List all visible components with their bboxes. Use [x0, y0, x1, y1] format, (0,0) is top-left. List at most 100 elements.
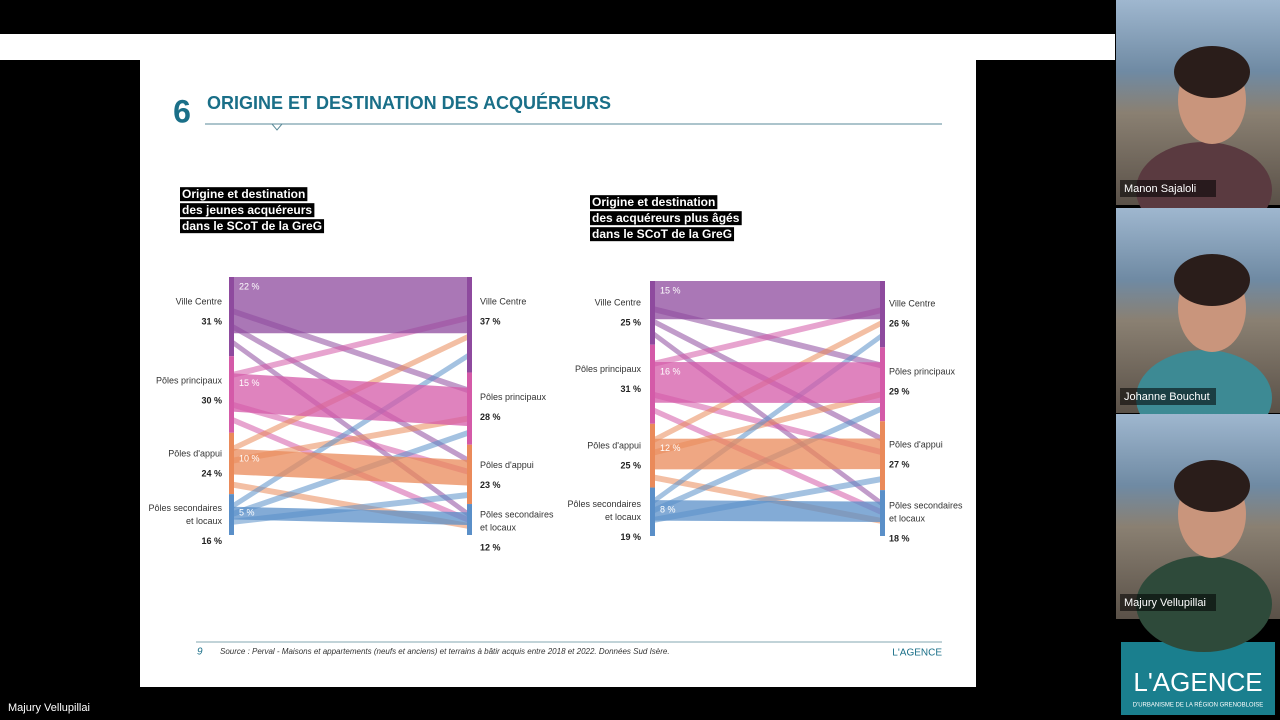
- node-label: Pôles secondaires: [480, 509, 554, 519]
- source: Source : Perval - Maisons et appartement…: [220, 647, 670, 656]
- stay-band: [234, 373, 467, 427]
- person-hair: [1174, 46, 1250, 98]
- node-bar: [467, 277, 472, 373]
- node-bar: [650, 344, 655, 424]
- sankey-title-bg: [590, 211, 742, 226]
- node-share: 23 %: [480, 480, 501, 490]
- node-label: Ville Centre: [595, 298, 641, 308]
- flow-band: [655, 307, 880, 367]
- sankey-title-bg: [180, 203, 315, 218]
- stay-label: 22 %: [239, 281, 260, 291]
- node-bar: [650, 423, 655, 488]
- name-bg: [1120, 594, 1216, 611]
- stay-band: [655, 281, 880, 320]
- sankey-title: Origine et destination: [182, 187, 305, 201]
- node-label: Ville Centre: [480, 296, 526, 306]
- node-share: 16 %: [201, 536, 222, 546]
- participant-name: Manon Sajaloli: [1124, 183, 1196, 195]
- stay-band: [234, 506, 467, 525]
- stay-band: [655, 438, 880, 470]
- brand-tagline: D'URBANISME DE LA RÉGION GRENOBLOISE: [1133, 702, 1264, 709]
- brand-tile: [1121, 642, 1275, 715]
- node-share: 37 %: [480, 316, 501, 326]
- sankey-title-bg: [590, 195, 718, 210]
- node-bar: [650, 487, 655, 536]
- node-label: Pôles principaux: [889, 367, 956, 377]
- node-bar: [467, 372, 472, 445]
- node-share: 30 %: [201, 396, 222, 406]
- node-label: Ville Centre: [889, 299, 935, 309]
- node-bar: [467, 444, 472, 505]
- node-share: 25 %: [620, 460, 641, 470]
- node-bar: [880, 421, 885, 491]
- node-bar: [880, 347, 885, 422]
- node-share: 28 %: [480, 412, 501, 422]
- node-label: Pôles principaux: [575, 364, 642, 374]
- stay-label: 15 %: [660, 285, 681, 295]
- node-bar: [229, 277, 234, 357]
- name-bg: [1120, 388, 1216, 405]
- stay-band: [655, 361, 880, 404]
- sankey-title: dans le SCoT de la GreG: [182, 219, 322, 233]
- node-label: Pôles principaux: [480, 392, 547, 402]
- node-bar: [467, 504, 472, 535]
- participant-name: Majury Vellupillai: [1124, 597, 1206, 609]
- node-share: 26 %: [889, 319, 910, 329]
- stay-label: 15 %: [239, 378, 260, 388]
- node-label: et locaux: [889, 514, 926, 524]
- node-share: 31 %: [620, 384, 641, 394]
- node-label: Ville Centre: [176, 296, 222, 306]
- node-label: et locaux: [480, 522, 517, 532]
- brand-name: L'AGENCE: [1133, 667, 1262, 697]
- node-share: 29 %: [889, 387, 910, 397]
- node-share: 27 %: [889, 460, 910, 470]
- node-label: Pôles principaux: [156, 376, 223, 386]
- name-bg: [1120, 180, 1216, 197]
- sankey-title: Origine et destination: [592, 195, 715, 209]
- stay-label: 12 %: [660, 443, 681, 453]
- top-strip: [0, 34, 1115, 60]
- node-label: et locaux: [605, 512, 642, 522]
- sankey-title: des acquéreurs plus âgés: [592, 211, 740, 225]
- stay-label: 5 %: [239, 508, 255, 518]
- sankey-title: des jeunes acquéreurs: [182, 203, 312, 217]
- stay-label: 8 %: [660, 505, 676, 515]
- node-bar: [880, 281, 885, 348]
- sankey-title-bg: [590, 227, 735, 242]
- stay-label: 16 %: [660, 366, 681, 376]
- node-bar: [229, 432, 234, 495]
- slide-number: 6: [173, 93, 191, 129]
- speaker-name: Majury Vellupillai: [8, 702, 90, 714]
- stay-band: [655, 500, 880, 522]
- stay-band: [234, 448, 467, 486]
- slide-title: ORIGINE ET DESTINATION DES ACQUÉREURS: [207, 92, 611, 113]
- node-share: 12 %: [480, 542, 501, 552]
- slide-logo: L'AGENCE: [892, 648, 942, 659]
- sankey-title-bg: [180, 219, 325, 234]
- flow-band: [234, 415, 467, 464]
- stay-label: 10 %: [239, 453, 260, 463]
- node-share: 31 %: [201, 316, 222, 326]
- node-bar: [880, 490, 885, 536]
- node-bar: [229, 356, 234, 433]
- node-label: et locaux: [186, 516, 223, 526]
- node-label: Pôles d'appui: [480, 460, 534, 470]
- participant-name: Johanne Bouchut: [1124, 391, 1210, 403]
- node-label: Pôles d'appui: [587, 440, 641, 450]
- stay-band: [234, 277, 467, 334]
- node-label: Pôles d'appui: [889, 440, 943, 450]
- node-share: 25 %: [620, 318, 641, 328]
- page-number: 9: [197, 647, 203, 658]
- node-bar: [229, 494, 234, 535]
- node-bar: [650, 281, 655, 345]
- node-share: 18 %: [889, 534, 910, 544]
- node-share: 24 %: [201, 469, 222, 479]
- person-hair: [1174, 460, 1250, 512]
- node-label: Pôles secondaires: [567, 499, 641, 509]
- node-share: 19 %: [620, 532, 641, 542]
- person-hair: [1174, 254, 1250, 306]
- sankey-title: dans le SCoT de la GreG: [592, 227, 732, 241]
- sankey-title-bg: [180, 187, 308, 202]
- node-label: Pôles secondaires: [889, 501, 963, 511]
